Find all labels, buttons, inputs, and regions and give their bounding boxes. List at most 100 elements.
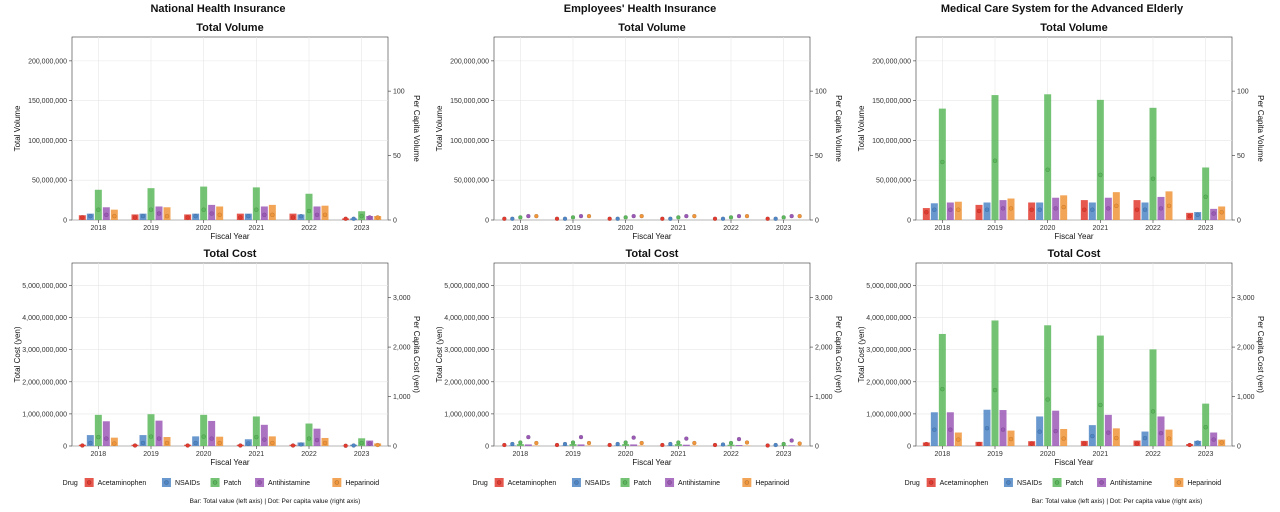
dot-antihistamine [526, 434, 531, 440]
dot-heparinoid [586, 440, 592, 446]
legend-label-nsaids: NSAIDs [175, 480, 200, 487]
x-tick-label: 2021 [1093, 225, 1109, 232]
dot-acetaminophen [185, 443, 190, 448]
dot-patch [1203, 425, 1208, 430]
x-axis-label: Fiscal Year [210, 458, 249, 467]
dot-heparinoid [1166, 203, 1172, 209]
y-tick-label: 150,000,000 [872, 98, 911, 105]
legend-title: Drug [905, 480, 920, 487]
dot-patch [1150, 409, 1156, 414]
legend-dot-nsaids [1006, 480, 1011, 485]
dot-heparinoid [217, 212, 222, 218]
dot-antihistamine [104, 436, 109, 441]
y2-tick-label: 50 [815, 153, 823, 160]
y-axis-label: Total Volume [435, 105, 444, 151]
column-title-employees-health-insurance: Employees' Health Insurance [564, 3, 716, 15]
dot-acetaminophen [132, 443, 138, 448]
dot-heparinoid [270, 440, 275, 446]
x-tick-label: 2020 [618, 225, 634, 232]
y2-tick-label: 2,000 [393, 345, 411, 352]
y-tick-label: 0 [907, 444, 911, 451]
legend-label-antihistamine: Antihistamine [1110, 480, 1152, 487]
bar-nsaids [86, 435, 94, 446]
dot-patch [148, 434, 154, 439]
legend-label-acetaminophen: Acetaminophen [508, 480, 557, 487]
x-tick-label: 2021 [671, 451, 687, 458]
panel-title: Total Volume [618, 22, 685, 34]
dot-nsaids [562, 216, 568, 221]
bar-antihistamine [260, 424, 268, 446]
y-tick-label: 0 [485, 444, 489, 451]
panel-title: Total Cost [1048, 248, 1101, 260]
dot-heparinoid [534, 440, 539, 446]
axis-note: Bar: Total value (left axis) | Dot: Per … [190, 498, 361, 505]
x-tick-label: 2019 [987, 225, 1003, 232]
dot-heparinoid [586, 213, 592, 219]
dot-antihistamine [262, 437, 267, 442]
y2-tick-label: 1,000 [1237, 394, 1255, 401]
y2-axis-label: Per Capita Volume [834, 95, 843, 162]
dot-patch [148, 207, 154, 212]
bar-antihistamine [524, 444, 532, 446]
dot-heparinoid [639, 213, 644, 219]
legend-label-patch: Patch [634, 480, 652, 487]
dot-antihistamine [156, 211, 162, 216]
x-tick-label: 2021 [671, 225, 687, 232]
dot-antihistamine [578, 213, 584, 219]
dot-acetaminophen [290, 443, 296, 448]
dot-patch [96, 434, 101, 440]
bar-heparinoid [163, 207, 171, 220]
dot-antihistamine [209, 436, 214, 441]
dot-acetaminophen [765, 443, 770, 448]
x-tick-label: 2020 [1040, 225, 1056, 232]
dot-acetaminophen [502, 442, 507, 448]
dot-nsaids [562, 441, 568, 447]
dot-patch [254, 434, 259, 440]
y-tick-label: 50,000,000 [454, 178, 489, 185]
legend-dot-nsaids [164, 480, 169, 485]
bar-patch [1202, 167, 1210, 220]
legend-1: Drug Acetaminophen NSAIDs Patch Antihistamin… [63, 478, 379, 505]
x-tick-label: 2020 [196, 451, 212, 458]
dot-heparinoid [375, 215, 380, 220]
dot-acetaminophen [765, 216, 770, 221]
x-tick-label: 2019 [143, 225, 159, 232]
bar-patch [94, 189, 102, 220]
dot-nsaids [668, 216, 673, 221]
y2-tick-label: 0 [815, 444, 819, 451]
dot-antihistamine [789, 213, 794, 219]
dot-patch [676, 215, 681, 220]
bar-patch [727, 444, 735, 446]
x-axis-label: Fiscal Year [1054, 458, 1093, 467]
dot-nsaids [193, 440, 198, 446]
dot-patch [359, 440, 364, 446]
y2-tick-label: 100 [815, 89, 827, 96]
dot-nsaids [1090, 433, 1095, 439]
dot-heparinoid [322, 440, 328, 446]
y-tick-label: 2,000,000,000 [22, 379, 67, 386]
dot-nsaids [140, 440, 146, 446]
y-tick-label: 5,000,000,000 [866, 283, 911, 290]
y-tick-label: 200,000,000 [450, 58, 489, 65]
legend-dot-antihistamine [667, 480, 672, 485]
x-tick-label: 2023 [776, 225, 792, 232]
bar-patch [1096, 335, 1104, 446]
legend-title: Drug [63, 480, 78, 487]
legend-label-antihistamine: Antihistamine [678, 480, 720, 487]
dot-antihistamine [684, 436, 689, 441]
x-tick-label: 2023 [354, 451, 370, 458]
bar-patch [147, 188, 155, 220]
y-axis-label: Total Volume [13, 105, 22, 151]
plot-area [71, 262, 389, 447]
dot-heparinoid [1114, 203, 1119, 209]
y-tick-label: 0 [907, 218, 911, 225]
dot-heparinoid [1008, 436, 1014, 442]
y-tick-label: 5,000,000,000 [22, 283, 67, 290]
x-tick-label: 2022 [301, 225, 317, 232]
x-tick-label: 2021 [249, 225, 265, 232]
bar-antihistamine [313, 428, 321, 446]
y2-tick-label: 3,000 [1237, 295, 1255, 302]
dot-nsaids [193, 213, 198, 219]
dot-heparinoid [744, 440, 750, 445]
y2-tick-label: 1,000 [815, 394, 833, 401]
